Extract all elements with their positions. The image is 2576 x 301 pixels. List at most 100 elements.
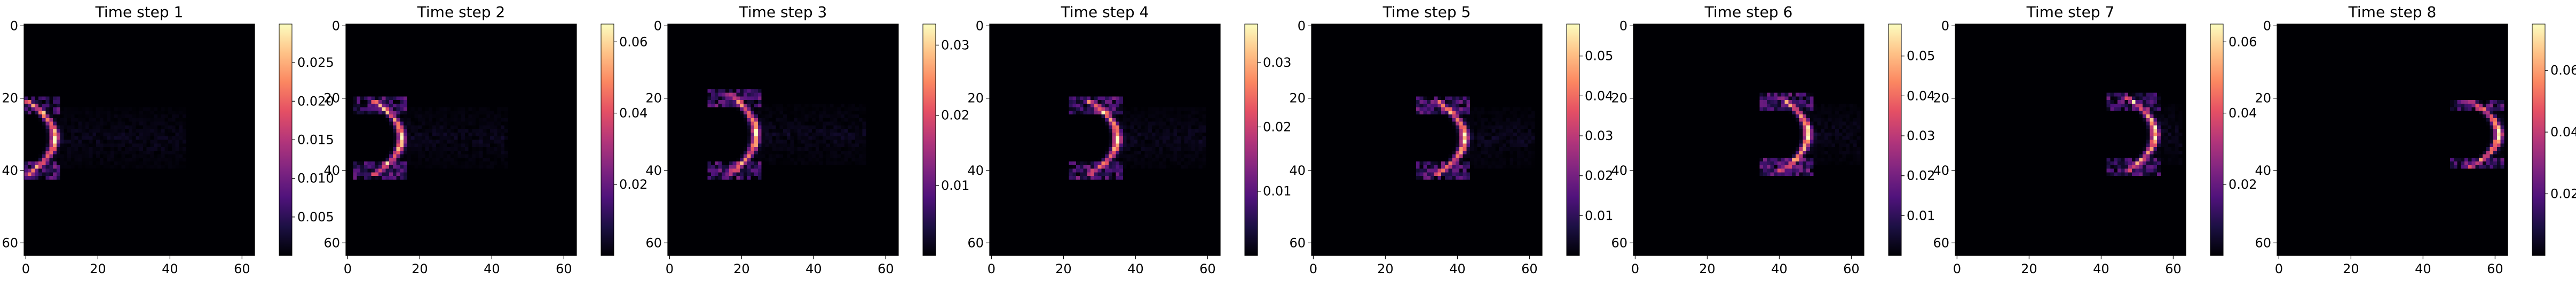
x-tick-label: 0: [1953, 261, 1961, 276]
colorbar-tick-label: 0.02: [1907, 168, 1935, 183]
heatmap-image: [990, 24, 1220, 256]
heatmap-image: [1633, 24, 1864, 256]
x-tick-label: 0: [344, 261, 352, 276]
y-tick-label: 20: [1611, 91, 1627, 106]
y-tick-label: 0: [10, 18, 18, 33]
x-tick-label: 20: [90, 261, 106, 276]
heatmap-image: [2277, 24, 2508, 256]
panel-2: Time step 2 0 20 40 60 0 20 40 60 0.02 0.04 0.06: [323, 3, 647, 276]
x-tick-label: 40: [2093, 261, 2109, 276]
y-tick-label: 60: [967, 235, 984, 250]
colorbar-tick-label: 0.06: [619, 34, 647, 49]
x-tick-label: 40: [1127, 261, 1144, 276]
y-tick-label: 20: [645, 91, 662, 106]
colorbar-tick-label: 0.06: [2550, 63, 2576, 78]
colorbar-tick-label: 0.04: [1907, 88, 1935, 103]
colorbar-tick-label: 0.03: [1263, 55, 1291, 70]
y-tick-label: 0: [1941, 18, 1949, 33]
axes-frame: [2277, 24, 2508, 256]
y-tick-label: 0: [976, 18, 984, 33]
colorbar-tick-label: 0.05: [1585, 49, 1613, 64]
x-tick-label: 60: [1843, 261, 1860, 276]
y-tick-label: 60: [645, 235, 662, 250]
panel-1: Time step 1 0 20 40 60 0 20 40 60 0.005 0.010 0.015…: [2, 3, 334, 276]
heatmap-image: [346, 24, 576, 256]
colorbar-tick-label: 0.04: [1585, 88, 1613, 103]
heatmap-image: [668, 24, 898, 256]
colorbar-tick-label: 0.03: [941, 37, 969, 52]
x-tick-label: 40: [1771, 261, 1788, 276]
colorbar: [1566, 24, 1580, 256]
panel-title: Time step 4: [1061, 3, 1149, 21]
panel-title: Time step 1: [95, 3, 184, 21]
x-tick-label: 20: [2021, 261, 2037, 276]
heatmap-image: [1311, 24, 1542, 256]
colorbar-tick-label: 0.01: [1585, 208, 1613, 223]
x-tick-label: 40: [2415, 261, 2431, 276]
colorbar: [1888, 24, 1902, 256]
x-tick-label: 40: [162, 261, 178, 276]
y-tick-label: 20: [2255, 91, 2271, 106]
colorbar-tick-label: 0.010: [297, 171, 334, 186]
y-tick-label: 40: [967, 163, 984, 178]
y-tick-label: 40: [1289, 163, 1306, 178]
colorbar: [600, 24, 614, 256]
colorbar-tick-label: 0.025: [297, 55, 334, 70]
y-tick-label: 60: [2, 235, 18, 250]
y-tick-label: 0: [1619, 18, 1627, 33]
y-tick-label: 20: [323, 91, 340, 106]
panel-title: Time step 8: [2348, 3, 2437, 21]
colorbar-tick-label: 0.05: [1907, 49, 1935, 64]
y-tick-label: 40: [1933, 163, 1949, 178]
y-tick-label: 20: [1933, 91, 1949, 106]
colorbar-tick-label: 0.04: [619, 106, 647, 121]
colorbar-tick-label: 0.02: [2550, 187, 2576, 202]
x-tick-label: 60: [1521, 261, 1538, 276]
x-tick-label: 20: [1055, 261, 1072, 276]
y-tick-label: 20: [967, 91, 984, 106]
y-tick-label: 40: [645, 163, 662, 178]
colorbar: [2532, 24, 2546, 256]
axes-frame: [989, 24, 1221, 256]
axes-frame: [1311, 24, 1543, 256]
colorbar-tick-label: 0.01: [941, 178, 969, 193]
x-tick-label: 40: [805, 261, 822, 276]
panel-3: Time step 3 0 20 40 60 0 20 40 60 0.01 0.02 0.03: [645, 3, 969, 276]
axes-frame: [1633, 24, 1864, 256]
x-tick-label: 20: [733, 261, 750, 276]
y-tick-label: 0: [654, 18, 662, 33]
x-tick-label: 60: [878, 261, 894, 276]
heatmap-image: [1955, 24, 2186, 256]
panel-8: Time step 8 0 20 40 60 0 20 40 60 0.02 0.04 0.06: [2255, 3, 2576, 276]
y-tick-label: 40: [2255, 163, 2271, 178]
y-tick-label: 40: [1611, 163, 1627, 178]
y-tick-label: 60: [1933, 235, 1949, 250]
x-tick-label: 60: [2165, 261, 2182, 276]
colorbar-tick-label: 0.01: [1907, 208, 1935, 223]
x-tick-label: 40: [484, 261, 500, 276]
heatmap-image: [24, 24, 255, 256]
colorbar-tick-label: 0.02: [619, 177, 647, 192]
colorbar-tick-label: 0.04: [2550, 125, 2576, 140]
colorbar-tick-label: 0.020: [297, 94, 334, 109]
colorbar-tick-label: 0.06: [2229, 34, 2257, 49]
panel-title: Time step 5: [1382, 3, 1471, 21]
panel-6: Time step 6 0 20 40 60 0 20 40 60 0.01 0.02 0.03 0.0…: [1611, 3, 1935, 276]
y-tick-label: 60: [323, 235, 340, 250]
colorbar-tick-label: 0.02: [1585, 168, 1613, 183]
colorbar-tick-label: 0.005: [297, 210, 334, 225]
colorbar: [1244, 24, 1258, 256]
colorbar-tick-label: 0.02: [2229, 177, 2257, 192]
axes-frame: [345, 24, 577, 256]
x-tick-label: 20: [2343, 261, 2359, 276]
colorbar-tick-label: 0.03: [1585, 128, 1613, 143]
colorbar-tick-label: 0.03: [1907, 128, 1935, 143]
colorbar: [2210, 24, 2224, 256]
x-tick-label: 0: [666, 261, 674, 276]
panel-7: Time step 7 0 20 40 60 0 20 40 60 0.02 0.04 0.06: [1933, 3, 2257, 276]
x-tick-label: 0: [987, 261, 995, 276]
y-tick-label: 60: [2255, 235, 2271, 250]
colorbar-tick-label: 0.02: [941, 108, 969, 123]
x-tick-label: 0: [1631, 261, 1639, 276]
y-tick-label: 40: [2, 163, 18, 178]
